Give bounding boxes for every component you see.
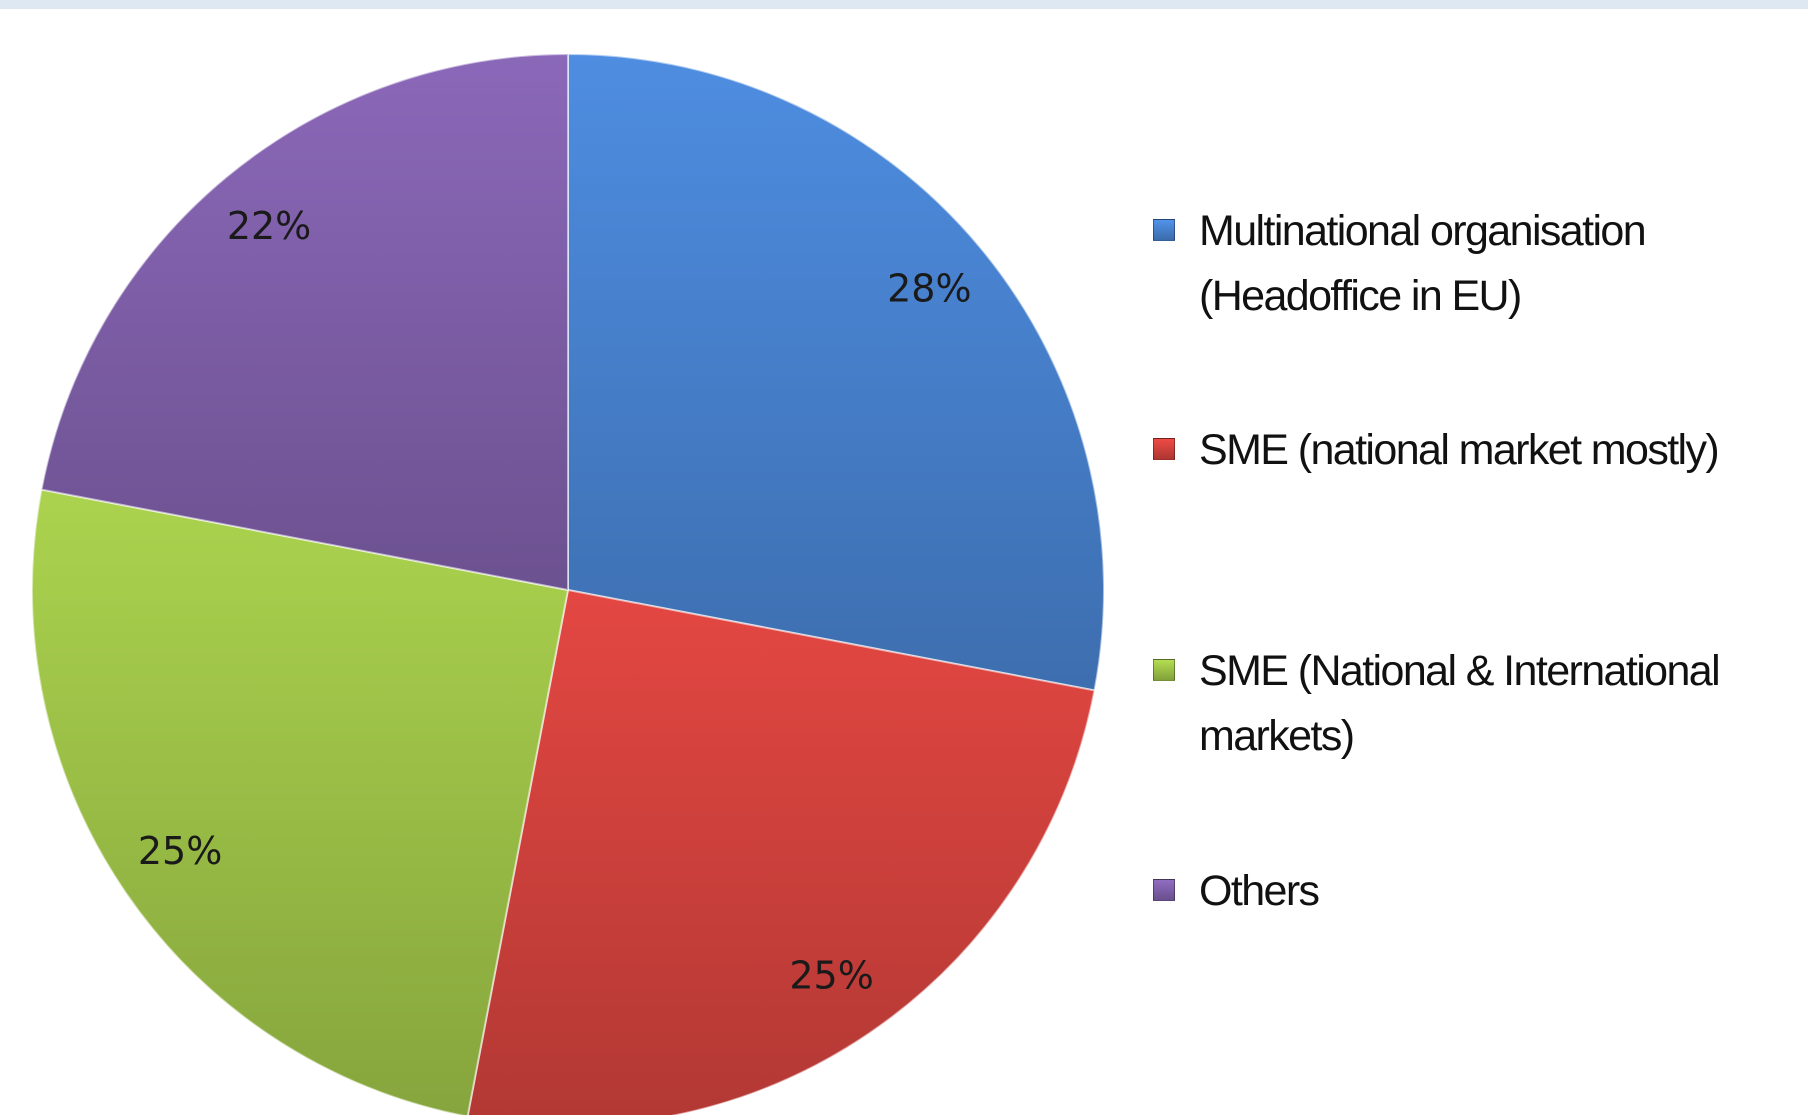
data-label: 28% <box>887 267 971 311</box>
data-label: 25% <box>138 829 222 873</box>
legend-label: SME (national market mostly) <box>1199 426 1720 474</box>
legend-label: Multinational organisation (Headoffice i… <box>1199 207 1647 320</box>
legend-swatch <box>1153 219 1175 241</box>
legend-label: SME (National & International markets) <box>1199 647 1721 760</box>
pie-slice <box>40 52 569 592</box>
legend-item: SME (National & International markets) <box>1153 639 1803 769</box>
legend-swatch <box>1153 438 1175 460</box>
data-label: 25% <box>789 953 873 997</box>
data-label: 22% <box>227 204 311 248</box>
legend-swatch <box>1153 879 1175 901</box>
legend-item: Multinational organisation (Headoffice i… <box>1153 199 1803 329</box>
legend-swatch <box>1153 659 1175 681</box>
pie-slice <box>466 588 1096 1115</box>
pie-slice <box>567 52 1105 692</box>
top-bar <box>0 0 1808 9</box>
legend-item: Others <box>1153 859 1803 924</box>
pie-slice <box>31 488 570 1115</box>
legend-item: SME (national market mostly) <box>1153 418 1803 483</box>
legend-label: Others <box>1199 867 1320 915</box>
